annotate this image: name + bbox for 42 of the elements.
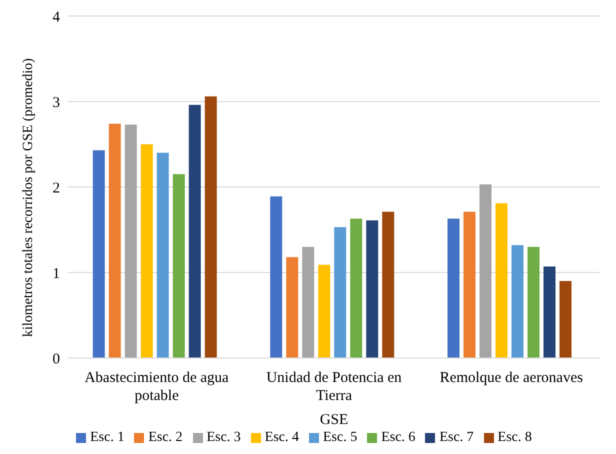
legend-label: Esc. 2: [148, 430, 183, 445]
bar: [140, 144, 153, 358]
bar: [302, 246, 314, 358]
x-tick-label: Remolque de aeronaves: [440, 370, 584, 386]
x-tick-label: Unidad de Potencia en Tierra: [266, 370, 402, 404]
bar: [527, 246, 540, 358]
bar: [382, 212, 394, 358]
x-tick-label: Abastecimiento de agua potable: [84, 370, 230, 404]
y-tick-label: 3: [52, 94, 60, 111]
bar: [286, 257, 298, 358]
bar: [463, 212, 476, 358]
bar: [188, 104, 201, 358]
bar: [92, 150, 105, 358]
legend-label: Esc. 1: [90, 430, 124, 445]
y-tick-label: 2: [52, 180, 60, 196]
bar: [559, 281, 572, 358]
bar: [172, 174, 185, 358]
y-tick-label: 1: [52, 266, 60, 282]
bar: [204, 96, 217, 358]
legend-label: Esc. 8: [498, 430, 532, 445]
bar: [543, 266, 556, 358]
bar: [108, 124, 121, 358]
legend-label: Esc. 5: [323, 430, 358, 445]
bar: [511, 245, 524, 358]
bar: [479, 184, 492, 358]
legend-label: Esc. 6: [381, 430, 416, 445]
bar: [124, 124, 137, 358]
bar: [366, 220, 378, 358]
bar: [334, 227, 346, 358]
bar: [270, 196, 282, 358]
legend-label: Esc. 7: [439, 430, 474, 445]
x-axis-title: GSE: [320, 412, 348, 428]
bar: [318, 264, 330, 358]
bar: [495, 203, 508, 358]
bar: [350, 218, 362, 358]
bar: [156, 152, 169, 358]
legend-label: Esc. 3: [206, 430, 241, 445]
y-tick-label: 4: [52, 9, 60, 26]
bar: [447, 218, 460, 358]
legend-label: Esc. 4: [264, 430, 299, 445]
y-axis-title: kilometros totales recorridos por GSE (promedio): [20, 58, 36, 337]
y-tick-label: 0: [52, 351, 60, 368]
